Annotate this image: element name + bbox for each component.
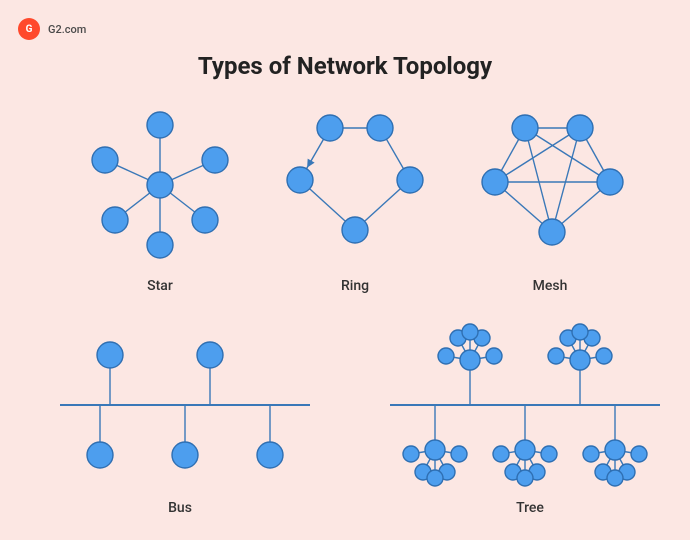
g2-logo-icon: G bbox=[18, 18, 40, 40]
mesh-label: Mesh bbox=[490, 278, 610, 294]
bus-diagram bbox=[50, 330, 320, 480]
g2-logo-glyph: G bbox=[26, 24, 33, 35]
page-title: Types of Network Topology bbox=[0, 52, 690, 80]
ring-label: Ring bbox=[295, 278, 415, 294]
tree-label: Tree bbox=[470, 500, 590, 516]
bus-label: Bus bbox=[120, 500, 240, 516]
tree-diagram bbox=[380, 320, 670, 490]
star-label: Star bbox=[100, 278, 220, 294]
mesh-diagram bbox=[470, 110, 630, 260]
brand-area: G G2.com bbox=[18, 18, 86, 40]
star-diagram bbox=[80, 110, 240, 260]
ring-diagram bbox=[275, 110, 435, 260]
brand-label: G2.com bbox=[48, 23, 86, 36]
